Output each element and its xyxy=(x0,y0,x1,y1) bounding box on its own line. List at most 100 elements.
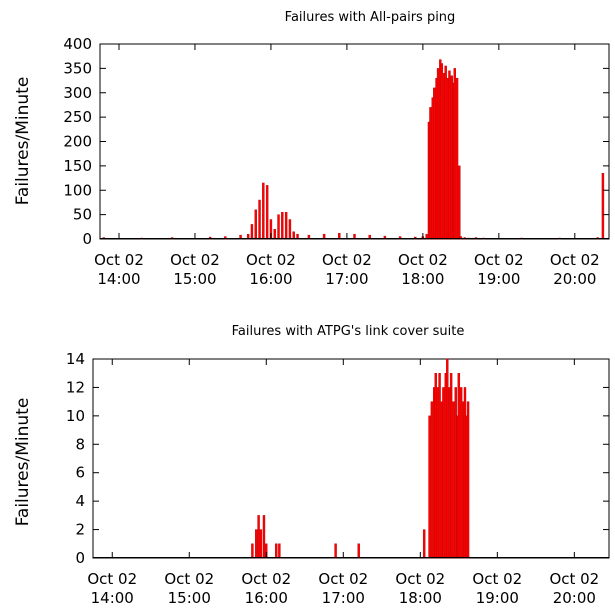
bar xyxy=(466,401,470,559)
chart-2-bars xyxy=(251,358,470,559)
bar xyxy=(429,107,432,240)
bar xyxy=(357,543,360,559)
x-tick-label-time: 16:00 xyxy=(245,589,288,607)
bar xyxy=(334,543,337,559)
bar xyxy=(273,229,276,240)
bar xyxy=(250,224,254,240)
x-tick-label-date: Oct 02 xyxy=(164,570,214,588)
chart-all-pairs-ping: Failures with All-pairs ping Failures/Mi… xyxy=(13,10,610,288)
bar xyxy=(438,373,441,559)
bar xyxy=(278,543,281,559)
chart-atpg-link-cover: Failures with ATPG's link cover suite Fa… xyxy=(13,324,610,607)
x-tick-label-time: 17:00 xyxy=(322,589,365,607)
bar xyxy=(277,214,280,240)
chart-1-title: Failures with All-pairs ping xyxy=(285,10,456,25)
x-tick-label-date: Oct 02 xyxy=(472,570,522,588)
bar xyxy=(458,165,461,240)
bar xyxy=(457,373,461,559)
y-tick-label: 10 xyxy=(66,407,85,425)
x-tick-label-time: 18:00 xyxy=(401,270,444,288)
y-tick-label: 0 xyxy=(82,230,92,248)
chart-2-plot-frame xyxy=(92,358,610,559)
y-tick-label: 4 xyxy=(75,492,85,510)
bar xyxy=(452,401,455,559)
bar xyxy=(281,211,284,240)
x-tick-label-time: 14:00 xyxy=(91,589,134,607)
bar xyxy=(265,185,269,240)
x-tick-label-time: 18:00 xyxy=(399,589,442,607)
x-tick-label-date: Oct 02 xyxy=(322,251,372,269)
chart-2-ylabel: Failures/Minute xyxy=(13,398,33,527)
x-tick-label-date: Oct 02 xyxy=(241,570,291,588)
bar xyxy=(262,182,265,240)
bar xyxy=(436,387,439,559)
bar xyxy=(442,387,445,559)
x-tick-label-time: 14:00 xyxy=(97,270,140,288)
chart-1-bars xyxy=(102,59,605,240)
x-tick-label-date: Oct 02 xyxy=(395,570,445,588)
bar xyxy=(444,65,447,240)
x-tick-label-time: 15:00 xyxy=(168,589,211,607)
x-tick-label-date: Oct 02 xyxy=(170,251,220,269)
x-tick-label-date: Oct 02 xyxy=(94,251,144,269)
x-tick-label-time: 20:00 xyxy=(553,589,596,607)
bar xyxy=(275,543,278,559)
bar xyxy=(459,387,463,559)
y-tick-label: 200 xyxy=(63,133,92,151)
chart-1-ylabel: Failures/Minute xyxy=(13,77,33,206)
x-tick-label-time: 19:00 xyxy=(477,270,520,288)
x-tick-label-time: 15:00 xyxy=(173,270,216,288)
x-tick-label-time: 16:00 xyxy=(249,270,292,288)
x-tick-label-time: 20:00 xyxy=(553,270,596,288)
bar xyxy=(449,373,453,559)
y-tick-label: 14 xyxy=(66,350,85,368)
y-tick-label: 2 xyxy=(75,521,85,539)
y-tick-label: 250 xyxy=(63,108,92,126)
bar xyxy=(422,529,426,559)
y-tick-label: 50 xyxy=(73,206,92,224)
bar xyxy=(254,209,257,240)
bar xyxy=(259,529,263,559)
bar xyxy=(255,529,258,559)
bar xyxy=(446,358,449,559)
bar xyxy=(258,199,261,240)
x-tick-label-date: Oct 02 xyxy=(550,251,600,269)
bar xyxy=(257,515,260,559)
bar xyxy=(288,219,292,240)
bar xyxy=(455,77,459,240)
y-tick-label: 150 xyxy=(63,157,92,175)
y-tick-label: 350 xyxy=(63,59,92,77)
chart-2-title: Failures with ATPG's link cover suite xyxy=(232,324,465,339)
bar xyxy=(430,401,434,559)
bar xyxy=(262,515,266,559)
y-tick-label: 6 xyxy=(75,464,85,482)
x-tick-label-date: Oct 02 xyxy=(398,251,448,269)
bar xyxy=(453,68,456,240)
x-tick-label-time: 19:00 xyxy=(476,589,519,607)
y-tick-label: 400 xyxy=(63,35,92,53)
bar xyxy=(601,172,605,240)
bar xyxy=(436,68,440,240)
bar xyxy=(428,415,431,559)
x-tick-label-time: 17:00 xyxy=(325,270,368,288)
y-tick-label: 300 xyxy=(63,84,92,102)
bar xyxy=(292,231,295,240)
x-tick-label-date: Oct 02 xyxy=(318,570,368,588)
y-tick-label: 12 xyxy=(66,378,85,396)
y-tick-label: 100 xyxy=(63,181,92,199)
x-tick-label-date: Oct 02 xyxy=(474,251,524,269)
chart-1-plot-frame xyxy=(99,43,610,240)
y-tick-label: 8 xyxy=(75,435,85,453)
x-tick-label-date: Oct 02 xyxy=(549,570,599,588)
bar xyxy=(448,70,451,240)
bar xyxy=(251,543,254,559)
bar xyxy=(440,63,444,240)
y-tick-label: 0 xyxy=(75,549,85,567)
x-tick-label-date: Oct 02 xyxy=(246,251,296,269)
bar xyxy=(284,211,288,240)
bar xyxy=(433,87,436,240)
x-tick-label-date: Oct 02 xyxy=(87,570,137,588)
